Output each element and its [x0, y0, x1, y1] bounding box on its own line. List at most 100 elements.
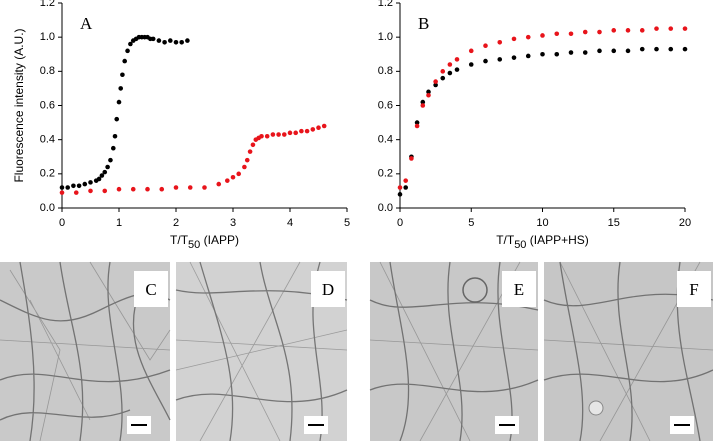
data-point	[440, 75, 446, 81]
data-point	[162, 39, 167, 45]
fiber	[0, 261, 171, 441]
y-tick-label: 1.2	[40, 0, 55, 9]
data-point	[111, 145, 116, 151]
data-point	[447, 70, 453, 76]
data-point	[216, 181, 222, 187]
data-point	[173, 185, 179, 190]
x-axis-label: T/T50 (IAPP+HS)	[496, 233, 589, 251]
x-tick-label: 4	[287, 217, 293, 229]
data-point	[118, 86, 124, 91]
data-point	[654, 26, 659, 31]
data-point	[96, 176, 102, 182]
x-axis-label: T/T50 (IAPP)	[170, 233, 239, 251]
x-tick-label: 5	[344, 217, 350, 229]
y-tick-label: 0.4	[378, 134, 393, 146]
data-point	[397, 185, 403, 190]
data-point	[108, 157, 113, 163]
data-point	[554, 51, 560, 57]
data-point	[304, 128, 310, 134]
data-point	[668, 26, 674, 31]
data-point	[310, 127, 316, 132]
data-point	[242, 164, 247, 170]
panel-label-box	[677, 271, 711, 307]
data-point	[403, 178, 409, 183]
data-point	[540, 33, 545, 38]
data-point	[682, 26, 688, 31]
panel-label: C	[145, 280, 156, 299]
data-point	[440, 69, 446, 74]
data-point	[99, 173, 105, 178]
data-point	[145, 186, 150, 192]
y-tick-label: 0.4	[40, 134, 55, 146]
data-point	[426, 89, 431, 95]
data-point	[150, 36, 156, 42]
panel-label: E	[514, 280, 524, 299]
data-point	[116, 99, 122, 105]
data-point	[187, 185, 193, 190]
data-point	[259, 133, 264, 139]
x-tick-label: 2	[173, 217, 179, 229]
data-point	[179, 39, 184, 45]
data-point	[554, 31, 560, 37]
data-point	[397, 192, 403, 197]
data-point	[414, 120, 420, 125]
particle	[588, 400, 604, 416]
data-point	[582, 50, 588, 55]
data-point	[321, 123, 327, 129]
data-point	[597, 48, 602, 54]
data-point	[483, 43, 488, 49]
data-point	[125, 48, 130, 54]
data-point	[414, 123, 420, 129]
data-point	[497, 57, 503, 62]
y-tick-label: 0.8	[378, 65, 393, 77]
data-point	[287, 130, 293, 136]
data-point	[654, 46, 659, 52]
data-point	[247, 149, 253, 154]
y-tick-label: 0.8	[40, 65, 55, 77]
x-axis-label-part: 50	[188, 239, 200, 251]
panel-label-box	[502, 271, 536, 307]
y-tick-label: 1.0	[378, 31, 393, 43]
y-tick-label: 0.6	[40, 99, 55, 111]
data-point	[225, 178, 230, 183]
data-point	[114, 116, 120, 122]
data-point	[293, 130, 299, 136]
y-tick-label: 1.0	[40, 31, 55, 43]
data-point	[468, 62, 474, 67]
data-point	[88, 188, 93, 194]
x-axis-label-part: (IAPP)	[200, 233, 239, 247]
data-point	[420, 99, 426, 105]
y-tick-label: 0.6	[378, 99, 393, 111]
fiber	[175, 261, 348, 441]
data-point	[668, 46, 674, 52]
data-point	[568, 50, 574, 55]
data-point	[426, 92, 431, 98]
y-tick-label: 0.2	[378, 168, 393, 180]
data-point	[639, 46, 645, 52]
data-point	[202, 185, 207, 190]
data-point	[447, 62, 453, 67]
data-point	[511, 36, 517, 42]
data-point	[540, 51, 545, 57]
data-point	[511, 55, 517, 60]
data-point	[102, 169, 108, 175]
particle	[462, 277, 488, 303]
data-point	[454, 67, 460, 72]
data-point	[168, 38, 173, 43]
y-tick-label: 0.0	[378, 202, 393, 214]
data-point	[102, 188, 108, 194]
data-point	[130, 186, 136, 192]
data-point	[433, 79, 438, 84]
data-point	[236, 171, 241, 177]
data-point	[122, 58, 127, 64]
data-point	[264, 133, 270, 139]
x-tick-label: 20	[679, 217, 691, 229]
panel-label: D	[322, 280, 334, 299]
x-tick-label: 1	[116, 217, 122, 229]
data-point	[71, 183, 76, 189]
x-axis-label-part: 50	[514, 239, 526, 251]
x-tick-label: 0	[59, 217, 65, 229]
x-tick-label: 0	[397, 217, 403, 229]
